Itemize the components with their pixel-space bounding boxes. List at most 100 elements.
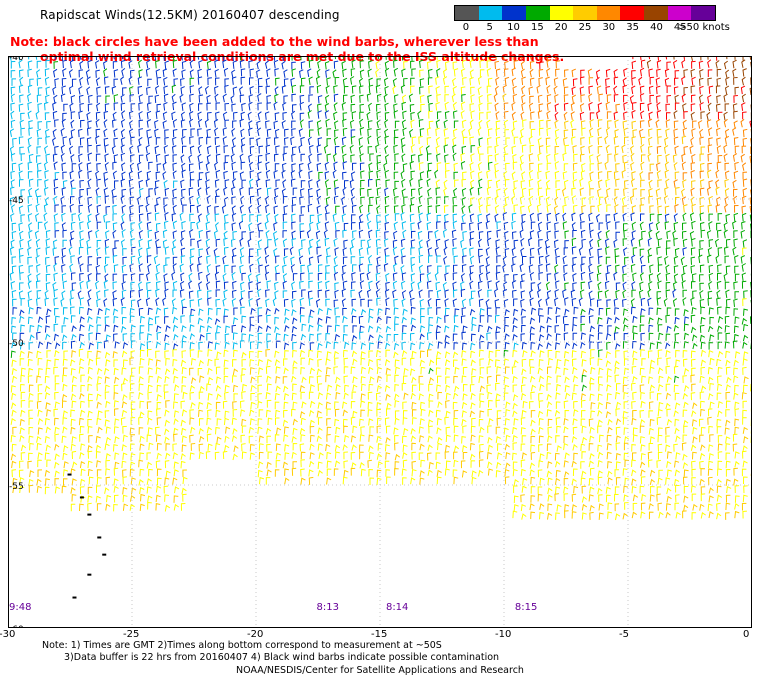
- wind-barb: [428, 102, 433, 112]
- wind-barb: [104, 419, 110, 427]
- wind-barb: [657, 154, 662, 163]
- wind-barb: [639, 425, 645, 434]
- wind-barb: [198, 94, 204, 103]
- wind-barb: [750, 230, 752, 239]
- wind-barb: [112, 290, 117, 299]
- wind-barb: [470, 350, 476, 358]
- wind-barb: [37, 427, 43, 435]
- wind-barb: [641, 358, 646, 366]
- wind-barb: [360, 383, 366, 392]
- wind-barb: [690, 265, 696, 274]
- wind-barb: [298, 169, 303, 179]
- wind-barb: [45, 367, 51, 375]
- wind-barb: [409, 104, 415, 113]
- wind-barb: [622, 273, 627, 282]
- wind-barb: [95, 111, 101, 120]
- wind-barb: [417, 204, 423, 214]
- wind-barb: [121, 229, 126, 238]
- wind-barb: [615, 477, 621, 485]
- wind-barb: [221, 204, 227, 214]
- wind-barb: [273, 59, 279, 69]
- wind-barb: [18, 222, 23, 231]
- wind-barb: [368, 468, 374, 477]
- wind-barb: [146, 86, 151, 96]
- wind-barb: [690, 187, 695, 197]
- wind-barb: [692, 342, 698, 350]
- wind-barb: [624, 459, 630, 468]
- wind-barb: [564, 504, 570, 512]
- wind-barb: [384, 128, 389, 138]
- wind-barb: [147, 136, 153, 145]
- wind-barb: [512, 461, 518, 470]
- wind-barb: [224, 264, 229, 273]
- wind-barb: [742, 56, 744, 61]
- wind-barb: [265, 427, 272, 435]
- wind-barb: [376, 469, 382, 478]
- wind-barb: [113, 359, 119, 367]
- wind-barb: [96, 290, 101, 299]
- wind-barb: [631, 478, 637, 486]
- wind-barb: [504, 76, 510, 86]
- wind-barb: [385, 349, 391, 358]
- wind-barb: [547, 435, 553, 443]
- longitude-tick-label: -15: [371, 629, 388, 640]
- wind-barb: [282, 102, 287, 111]
- wind-barb: [350, 187, 355, 197]
- longitude-tick-label: -25: [123, 629, 140, 640]
- wind-barb: [165, 358, 170, 366]
- wind-barb: [741, 392, 747, 400]
- wind-barb: [241, 315, 247, 324]
- wind-barb: [240, 76, 246, 85]
- wind-barb: [308, 476, 314, 485]
- wind-barb: [529, 247, 535, 256]
- wind-barb: [589, 435, 595, 443]
- wind-barb: [401, 290, 407, 299]
- wind-barb: [360, 393, 366, 401]
- wind-barb: [341, 196, 346, 205]
- wind-barb: [309, 342, 315, 351]
- wind-barb: [590, 349, 595, 357]
- wind-barb: [555, 180, 560, 189]
- wind-barb: [690, 137, 695, 146]
- wind-barb: [741, 145, 747, 154]
- wind-barb: [266, 340, 271, 349]
- wind-barb: [614, 366, 620, 374]
- wind-barb: [189, 299, 195, 308]
- wind-barb: [562, 212, 567, 222]
- wind-barb: [485, 256, 490, 265]
- wind-barb: [623, 332, 629, 341]
- wind-barb: [665, 119, 671, 128]
- wind-barb: [724, 325, 730, 333]
- wind-barb: [148, 358, 154, 366]
- wind-barb: [700, 400, 705, 409]
- wind-barb: [248, 60, 253, 69]
- wind-barb: [598, 494, 603, 503]
- wind-barb: [631, 120, 637, 130]
- wind-barb: [648, 172, 654, 181]
- wind-barb: [333, 93, 339, 102]
- wind-barb: [87, 170, 92, 179]
- wind-barb: [639, 410, 645, 418]
- wind-barb: [199, 375, 205, 383]
- wind-barb: [188, 272, 193, 282]
- wind-barb: [631, 459, 636, 468]
- wind-barb: [275, 77, 280, 86]
- latitude-tick-label: -45: [9, 196, 24, 206]
- wind-barb: [512, 442, 518, 451]
- wind-barb: [342, 409, 348, 417]
- wind-barb: [435, 127, 440, 137]
- wind-barb: [502, 264, 507, 273]
- wind-barb: [511, 128, 516, 137]
- wind-barb: [537, 410, 544, 418]
- wind-barb: [385, 297, 390, 306]
- wind-barb: [350, 154, 355, 163]
- wind-barb: [503, 324, 509, 333]
- wind-barb: [155, 359, 161, 367]
- wind-barb: [589, 467, 595, 476]
- wind-barb: [121, 306, 127, 315]
- wind-barb: [564, 120, 569, 129]
- wind-barb: [222, 111, 228, 121]
- wind-barb: [511, 280, 517, 289]
- wind-barb: [282, 238, 288, 248]
- wind-barb: [640, 469, 646, 477]
